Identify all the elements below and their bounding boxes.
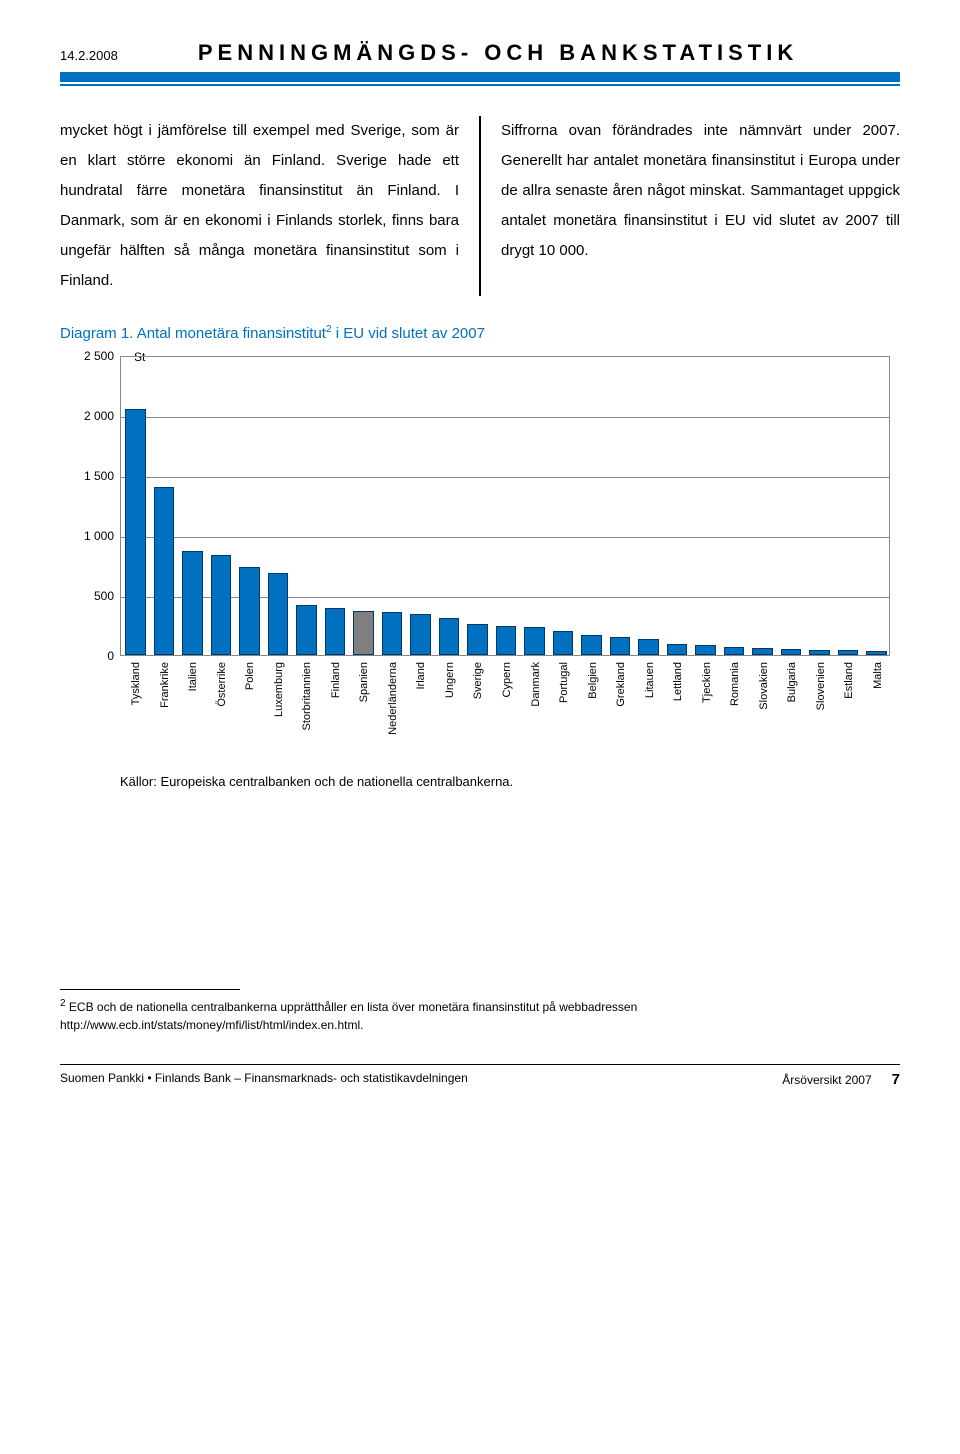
x-tick-label: Slovakien <box>758 662 770 710</box>
diagram-title: Diagram 1. Antal monetära finansinstitut… <box>60 324 900 342</box>
bar <box>154 487 175 655</box>
bar <box>809 650 830 655</box>
x-tick-label: Portugal <box>558 662 570 703</box>
bar <box>752 648 773 655</box>
header-rule-thick <box>60 72 900 82</box>
bar <box>667 644 688 655</box>
x-tick-label: Luxemburg <box>273 662 285 717</box>
x-tick-label: Slovenien <box>815 662 827 710</box>
bar <box>866 651 887 655</box>
grid-line <box>121 597 889 598</box>
grid-line <box>121 477 889 478</box>
x-tick-label: Polen <box>244 662 256 690</box>
x-tick-label: Belgien <box>587 662 599 699</box>
body-columns: mycket högt i jämförelse till exempel me… <box>60 116 900 296</box>
footer-right: 7 <box>892 1071 900 1088</box>
bar <box>382 612 403 655</box>
bar <box>838 650 859 655</box>
x-tick-label: Cypern <box>501 662 513 697</box>
column-divider <box>479 116 481 296</box>
x-tick-label: Irland <box>415 662 427 690</box>
diagram-title-prefix: Diagram 1. Antal monetära finansinstitut <box>60 325 326 342</box>
x-tick-label: Bulgaria <box>786 662 798 702</box>
bar <box>353 611 374 655</box>
bar <box>125 409 146 655</box>
grid-line <box>121 417 889 418</box>
x-tick-label: Nederländerna <box>387 662 399 735</box>
bar <box>610 637 631 655</box>
y-tick-label: 500 <box>60 589 114 603</box>
x-tick-label: Spanien <box>358 662 370 702</box>
diagram-title-suffix: i EU vid slutet av 2007 <box>332 325 485 342</box>
x-tick-label: Tjeckien <box>701 662 713 703</box>
body-col-left: mycket högt i jämförelse till exempel me… <box>60 116 459 296</box>
x-tick-label: Estland <box>843 662 855 699</box>
bar <box>439 618 460 655</box>
y-tick-label: 1 000 <box>60 529 114 543</box>
footer-left: Suomen Pankki • Finlands Bank – Finansma… <box>60 1071 468 1088</box>
x-tick-label: Ungern <box>444 662 456 698</box>
bar <box>211 555 232 655</box>
x-tick-label: Litauen <box>644 662 656 698</box>
y-tick-label: 0 <box>60 649 114 663</box>
x-tick-label: Sverige <box>472 662 484 699</box>
bar <box>638 639 659 655</box>
x-tick-label: Danmark <box>530 662 542 707</box>
footer-rule <box>60 1064 900 1065</box>
x-tick-label: Malta <box>872 662 884 689</box>
chart-plot-area <box>120 356 890 656</box>
bar <box>325 608 346 655</box>
bar <box>182 551 203 655</box>
bar <box>724 647 745 655</box>
bar <box>695 645 716 655</box>
bar <box>268 573 289 655</box>
bar-chart: St 05001 0001 5002 0002 500TysklandFrank… <box>60 346 900 766</box>
bar <box>553 631 574 655</box>
grid-line <box>121 537 889 538</box>
chart-source: Källor: Europeiska centralbanken och de … <box>120 774 900 789</box>
x-tick-label: Frankrike <box>159 662 171 708</box>
bar <box>410 614 431 655</box>
header-rule-thin <box>60 84 900 86</box>
x-tick-label: Italien <box>187 662 199 691</box>
footnote-rule <box>60 989 240 990</box>
footnote-text: ECB och de nationella centralbankerna up… <box>60 1000 637 1032</box>
header-date: 14.2.2008 <box>60 48 118 63</box>
y-tick-label: 2 500 <box>60 349 114 363</box>
bar <box>581 635 602 655</box>
page-header: 14.2.2008 PENNINGMÄNGDS- OCH BANKSTATIST… <box>60 40 900 66</box>
bar <box>524 627 545 655</box>
bar <box>781 649 802 655</box>
bar <box>296 605 317 655</box>
bar <box>239 567 260 655</box>
x-tick-label: Romania <box>729 662 741 706</box>
header-title: PENNINGMÄNGDS- OCH BANKSTATISTIK <box>198 40 798 66</box>
x-tick-label: Lettland <box>672 662 684 701</box>
x-tick-label: Grekland <box>615 662 627 707</box>
bar <box>467 624 488 655</box>
x-tick-label: Finland <box>330 662 342 698</box>
footnote: 2 ECB och de nationella centralbankerna … <box>60 996 900 1034</box>
x-tick-label: Österrike <box>216 662 228 707</box>
x-tick-label: Storbritannien <box>301 662 313 731</box>
footer-center: Årsöversikt 2007 <box>782 1073 871 1087</box>
y-tick-label: 1 500 <box>60 469 114 483</box>
footer-row: Suomen Pankki • Finlands Bank – Finansma… <box>60 1071 900 1088</box>
y-tick-label: 2 000 <box>60 409 114 423</box>
x-tick-label: Tyskland <box>130 662 142 705</box>
bar <box>496 626 517 655</box>
body-col-right: Siffrorna ovan förändrades inte nämnvärt… <box>501 116 900 296</box>
